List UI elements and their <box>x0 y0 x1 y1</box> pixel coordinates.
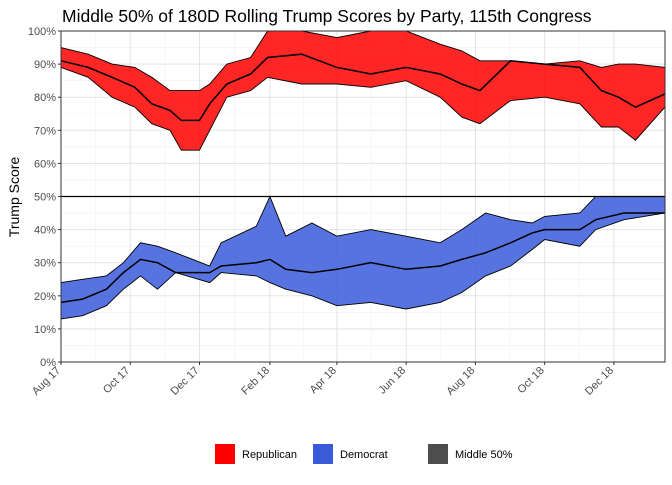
chart-title: Middle 50% of 180D Rolling Trump Scores … <box>62 6 592 26</box>
y-tick-label: 40% <box>34 225 56 237</box>
y-tick-label: 20% <box>34 291 56 303</box>
y-tick-label: 60% <box>34 158 56 170</box>
republican-median-line <box>60 53 666 122</box>
y-tick-label: 90% <box>34 59 56 71</box>
legend-label-democrat: Democrat <box>340 449 388 461</box>
y-tick-label: 80% <box>34 92 56 104</box>
y-tick-label: 10% <box>34 324 56 336</box>
y-tick-label: 50% <box>34 192 56 204</box>
legend-label-middle-50: Middle 50% <box>455 449 513 461</box>
y-axis-title: Trump Score <box>6 157 22 238</box>
y-tick-label: 0% <box>40 357 56 369</box>
y-tick-label: 100% <box>28 26 56 38</box>
legend-key-middle-50 <box>428 444 448 464</box>
legend-key-republican <box>215 444 235 464</box>
y-tick-label: 30% <box>34 258 56 270</box>
y-tick-label: 70% <box>34 125 56 137</box>
democrat-median-line <box>60 212 665 304</box>
plot-area <box>60 30 666 363</box>
legend: Republican Democrat Middle 50% <box>215 444 513 464</box>
legend-label-republican: Republican <box>242 449 297 461</box>
legend-key-democrat <box>313 444 333 464</box>
